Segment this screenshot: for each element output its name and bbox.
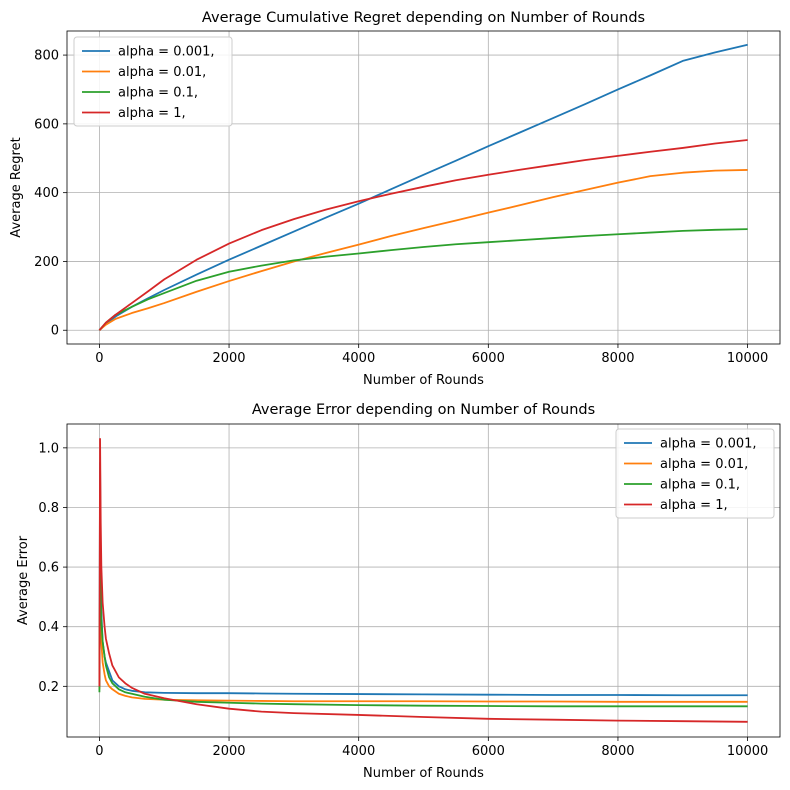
y-tick-label: 0.2 bbox=[38, 680, 59, 695]
x-tick-label: 10000 bbox=[727, 351, 768, 366]
chart-title: Average Cumulative Regret depending on N… bbox=[202, 10, 645, 26]
chart-title: Average Error depending on Number of Rou… bbox=[252, 402, 595, 418]
regret-chart: 0 2000 4000 6000 8000 10000 0 200 400 600 800 Avera… bbox=[9, 10, 781, 388]
y-tick-label: 0.4 bbox=[38, 620, 59, 635]
y-tick-label: 0.6 bbox=[38, 561, 59, 576]
legend-label: alpha = 0.001, bbox=[660, 437, 757, 452]
y-tick-label: 600 bbox=[34, 117, 59, 132]
axes-frame bbox=[66, 30, 781, 345]
legend-label: alpha = 0.01, bbox=[660, 457, 748, 472]
legend-label: alpha = 0.1, bbox=[660, 478, 740, 493]
x-tick-label: 4000 bbox=[342, 351, 375, 366]
series-line-alpha-0-1 bbox=[98, 228, 748, 331]
y-tick-label: 200 bbox=[34, 255, 59, 270]
series-line-alpha-0-01 bbox=[98, 169, 748, 331]
series-line-alpha-1 bbox=[98, 139, 748, 331]
y-axis-label: Average Error bbox=[16, 535, 31, 625]
series-line-alpha-1 bbox=[98, 437, 748, 723]
x-tick-label: 10000 bbox=[727, 744, 768, 759]
error-chart: 0 2000 4000 6000 8000 10000 0.2 0.4 0.6 0.8 1.0 Ave… bbox=[16, 402, 781, 781]
legend-box bbox=[615, 428, 775, 519]
series-line-alpha-0-1 bbox=[98, 572, 748, 708]
series-line-alpha-0-01 bbox=[98, 566, 748, 703]
x-tick-label: 8000 bbox=[601, 744, 634, 759]
x-tick-label: 2000 bbox=[212, 351, 245, 366]
legend-label: alpha = 0.01, bbox=[118, 65, 206, 80]
x-tick-label: 0 bbox=[95, 744, 103, 759]
legend-label: alpha = 1, bbox=[118, 106, 186, 121]
y-tick-label: 1.0 bbox=[38, 441, 59, 456]
x-tick-label: 4000 bbox=[342, 744, 375, 759]
legend-box bbox=[73, 36, 233, 127]
legend-label: alpha = 0.001, bbox=[118, 45, 215, 60]
x-tick-label: 0 bbox=[95, 351, 103, 366]
x-axis-label: Number of Rounds bbox=[363, 373, 484, 388]
x-tick-label: 6000 bbox=[472, 744, 505, 759]
x-axis-label: Number of Rounds bbox=[363, 766, 484, 781]
axes-frame bbox=[66, 423, 781, 738]
legend-label: alpha = 0.1, bbox=[118, 86, 198, 101]
y-tick-label: 800 bbox=[34, 49, 59, 64]
y-axis-label: Average Regret bbox=[9, 137, 24, 237]
y-tick-label: 0 bbox=[51, 324, 59, 339]
x-tick-label: 8000 bbox=[601, 351, 634, 366]
x-tick-label: 2000 bbox=[212, 744, 245, 759]
legend-label: alpha = 1, bbox=[660, 498, 728, 513]
x-tick-label: 6000 bbox=[472, 351, 505, 366]
y-tick-label: 0.8 bbox=[38, 501, 59, 516]
y-tick-label: 400 bbox=[34, 186, 59, 201]
